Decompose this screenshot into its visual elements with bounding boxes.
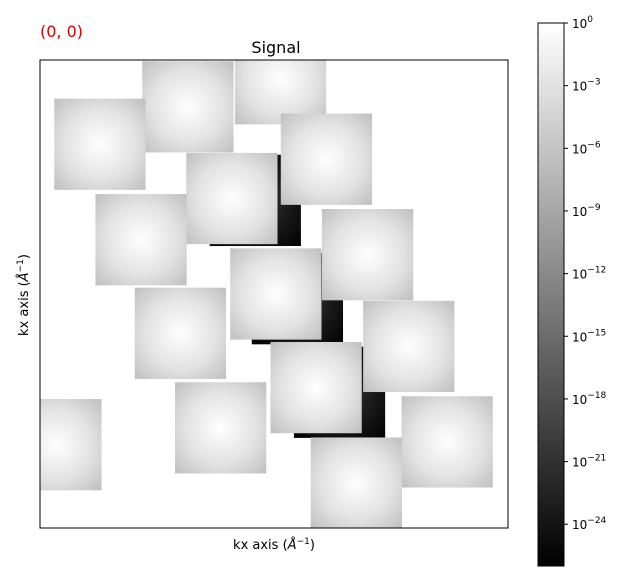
- diffraction-disk-6: [321, 209, 414, 301]
- y-axis-label: kx axis (Å−1): [16, 254, 32, 336]
- colorbar-tick-label-7: 10−21: [572, 454, 606, 470]
- colorbar-tick-label-5: 10−15: [572, 328, 606, 344]
- colorbar-tick-label-4: 10−12: [572, 266, 606, 282]
- diffraction-disk-9: [363, 300, 455, 393]
- colorbar-tick-label-8: 10−24: [572, 516, 607, 532]
- diffraction-disk-14: [310, 437, 402, 528]
- diffraction-disk-7: [230, 248, 322, 340]
- colorbar-tick-label-2: 10−6: [572, 140, 601, 156]
- diffraction-disk-0: [142, 61, 234, 153]
- colorbar-tick-label-6: 10−18: [572, 391, 607, 407]
- diffraction-disk-8: [134, 287, 227, 379]
- colorbar-tick-label-3: 10−9: [572, 203, 601, 219]
- axes-frame: [39, 59, 509, 529]
- colorbar-gradient: [537, 22, 565, 567]
- colorbar: 100 10−3 10−6 10−9 10−12 10−15 10−18 10−21 10−24: [537, 15, 607, 567]
- chart-title: Signal: [251, 38, 300, 57]
- diffraction-disk-13: [40, 399, 102, 491]
- diffraction-disk-10: [270, 341, 362, 434]
- colorbar-tick-label-0: 100: [572, 15, 593, 31]
- diffraction-disk-12: [401, 396, 493, 488]
- diffraction-disk-11: [175, 382, 267, 474]
- coordinate-readout: (0, 0): [40, 22, 84, 41]
- diffraction-disk-3: [280, 113, 373, 205]
- colorbar-tick-label-1: 10−3: [572, 78, 601, 94]
- diffraction-disk-2: [54, 98, 146, 190]
- diffraction-disk-4: [186, 152, 278, 245]
- x-axis-label: kx axis (Å−1): [233, 537, 315, 553]
- plot-area: [40, 60, 508, 528]
- diffraction-disk-5: [95, 194, 187, 286]
